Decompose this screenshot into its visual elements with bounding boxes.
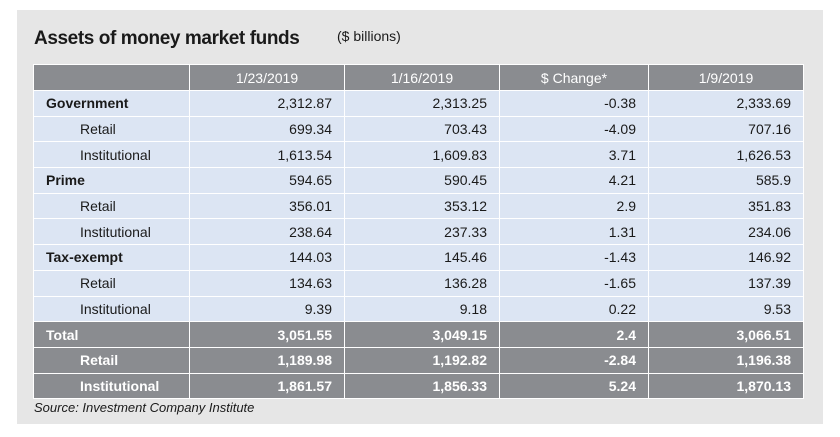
column-header: 1/23/2019 (189, 64, 345, 91)
value-cell: 356.01 (189, 192, 345, 220)
value-cell: 3,066.51 (648, 321, 804, 348)
row-label: Institutional (33, 141, 190, 169)
value-cell: 1,189.98 (189, 346, 345, 374)
table-row: Retail 699.34 703.43 -4.09 707.16 (33, 115, 804, 143)
value-cell: 699.34 (189, 115, 345, 143)
table-row: Institutional 9.39 9.18 0.22 9.53 (33, 295, 804, 323)
header-blank-cell (33, 64, 190, 91)
value-cell: 9.53 (648, 295, 804, 323)
row-label: Retail (33, 346, 190, 374)
value-cell: 594.65 (189, 167, 345, 194)
total-row: Institutional 1,861.57 1,856.33 5.24 1,870.1… (33, 372, 804, 400)
table-row: Government 2,312.87 2,313.25 -0.38 2,333.69 (33, 90, 804, 117)
total-row: Retail 1,189.98 1,192.82 -2.84 1,196.38 (33, 346, 804, 374)
assets-table: 1/23/2019 1/16/2019 $ Change* 1/9/2019 G… (33, 64, 804, 400)
table-row: Institutional 238.64 237.33 1.31 234.06 (33, 218, 804, 246)
value-cell: 9.18 (344, 295, 500, 323)
row-label: Prime (33, 167, 190, 194)
value-cell: 3,051.55 (189, 321, 345, 348)
value-cell: 2,333.69 (648, 90, 804, 117)
value-cell: -4.09 (499, 115, 649, 143)
units-label: ($ billions) (337, 28, 401, 44)
value-cell: 4.21 (499, 167, 649, 194)
value-cell: 5.24 (499, 372, 649, 400)
column-header: 1/9/2019 (648, 64, 804, 91)
row-label: Institutional (33, 218, 190, 246)
value-cell: 0.22 (499, 295, 649, 323)
value-cell: 707.16 (648, 115, 804, 143)
row-label: Retail (33, 269, 190, 297)
value-cell: 2.9 (499, 192, 649, 220)
table-row: Tax-exempt 144.03 145.46 -1.43 146.92 (33, 244, 804, 271)
value-cell: 237.33 (344, 218, 500, 246)
value-cell: 238.64 (189, 218, 345, 246)
row-label: Retail (33, 192, 190, 220)
value-cell: 1,626.53 (648, 141, 804, 169)
table-row: Institutional 1,613.54 1,609.83 3.71 1,626.5… (33, 141, 804, 169)
value-cell: 703.43 (344, 115, 500, 143)
value-cell: 134.63 (189, 269, 345, 297)
row-label: Tax-exempt (33, 244, 190, 271)
value-cell: 351.83 (648, 192, 804, 220)
column-header: 1/16/2019 (344, 64, 500, 91)
chart-title: Assets of money market funds (34, 28, 300, 49)
value-cell: 1,609.83 (344, 141, 500, 169)
chart-panel: Assets of money market funds ($ billions… (17, 10, 823, 424)
row-label: Retail (33, 115, 190, 143)
value-cell: 3.71 (499, 141, 649, 169)
table-row: Retail 134.63 136.28 -1.65 137.39 (33, 269, 804, 297)
value-cell: 146.92 (648, 244, 804, 271)
value-cell: 145.46 (344, 244, 500, 271)
value-cell: 2,312.87 (189, 90, 345, 117)
value-cell: -1.65 (499, 269, 649, 297)
value-cell: 1.31 (499, 218, 649, 246)
column-header: $ Change* (499, 64, 649, 91)
header-row: 1/23/2019 1/16/2019 $ Change* 1/9/2019 (33, 64, 804, 91)
value-cell: 1,861.57 (189, 372, 345, 400)
value-cell: 590.45 (344, 167, 500, 194)
table-row: Retail 356.01 353.12 2.9 351.83 (33, 192, 804, 220)
row-label: Institutional (33, 372, 190, 400)
row-label: Institutional (33, 295, 190, 323)
value-cell: 234.06 (648, 218, 804, 246)
value-cell: -2.84 (499, 346, 649, 374)
row-label: Total (33, 321, 190, 348)
value-cell: 9.39 (189, 295, 345, 323)
source-note: Source: Investment Company Institute (34, 400, 255, 415)
value-cell: 2.4 (499, 321, 649, 348)
value-cell: 144.03 (189, 244, 345, 271)
table-row: Prime 594.65 590.45 4.21 585.9 (33, 167, 804, 194)
value-cell: -1.43 (499, 244, 649, 271)
value-cell: 136.28 (344, 269, 500, 297)
value-cell: 353.12 (344, 192, 500, 220)
row-label: Government (33, 90, 190, 117)
total-row: Total 3,051.55 3,049.15 2.4 3,066.51 (33, 321, 804, 348)
value-cell: 2,313.25 (344, 90, 500, 117)
value-cell: 1,856.33 (344, 372, 500, 400)
value-cell: -0.38 (499, 90, 649, 117)
value-cell: 3,049.15 (344, 321, 500, 348)
value-cell: 137.39 (648, 269, 804, 297)
value-cell: 1,192.82 (344, 346, 500, 374)
value-cell: 1,870.13 (648, 372, 804, 400)
value-cell: 1,613.54 (189, 141, 345, 169)
value-cell: 585.9 (648, 167, 804, 194)
value-cell: 1,196.38 (648, 346, 804, 374)
